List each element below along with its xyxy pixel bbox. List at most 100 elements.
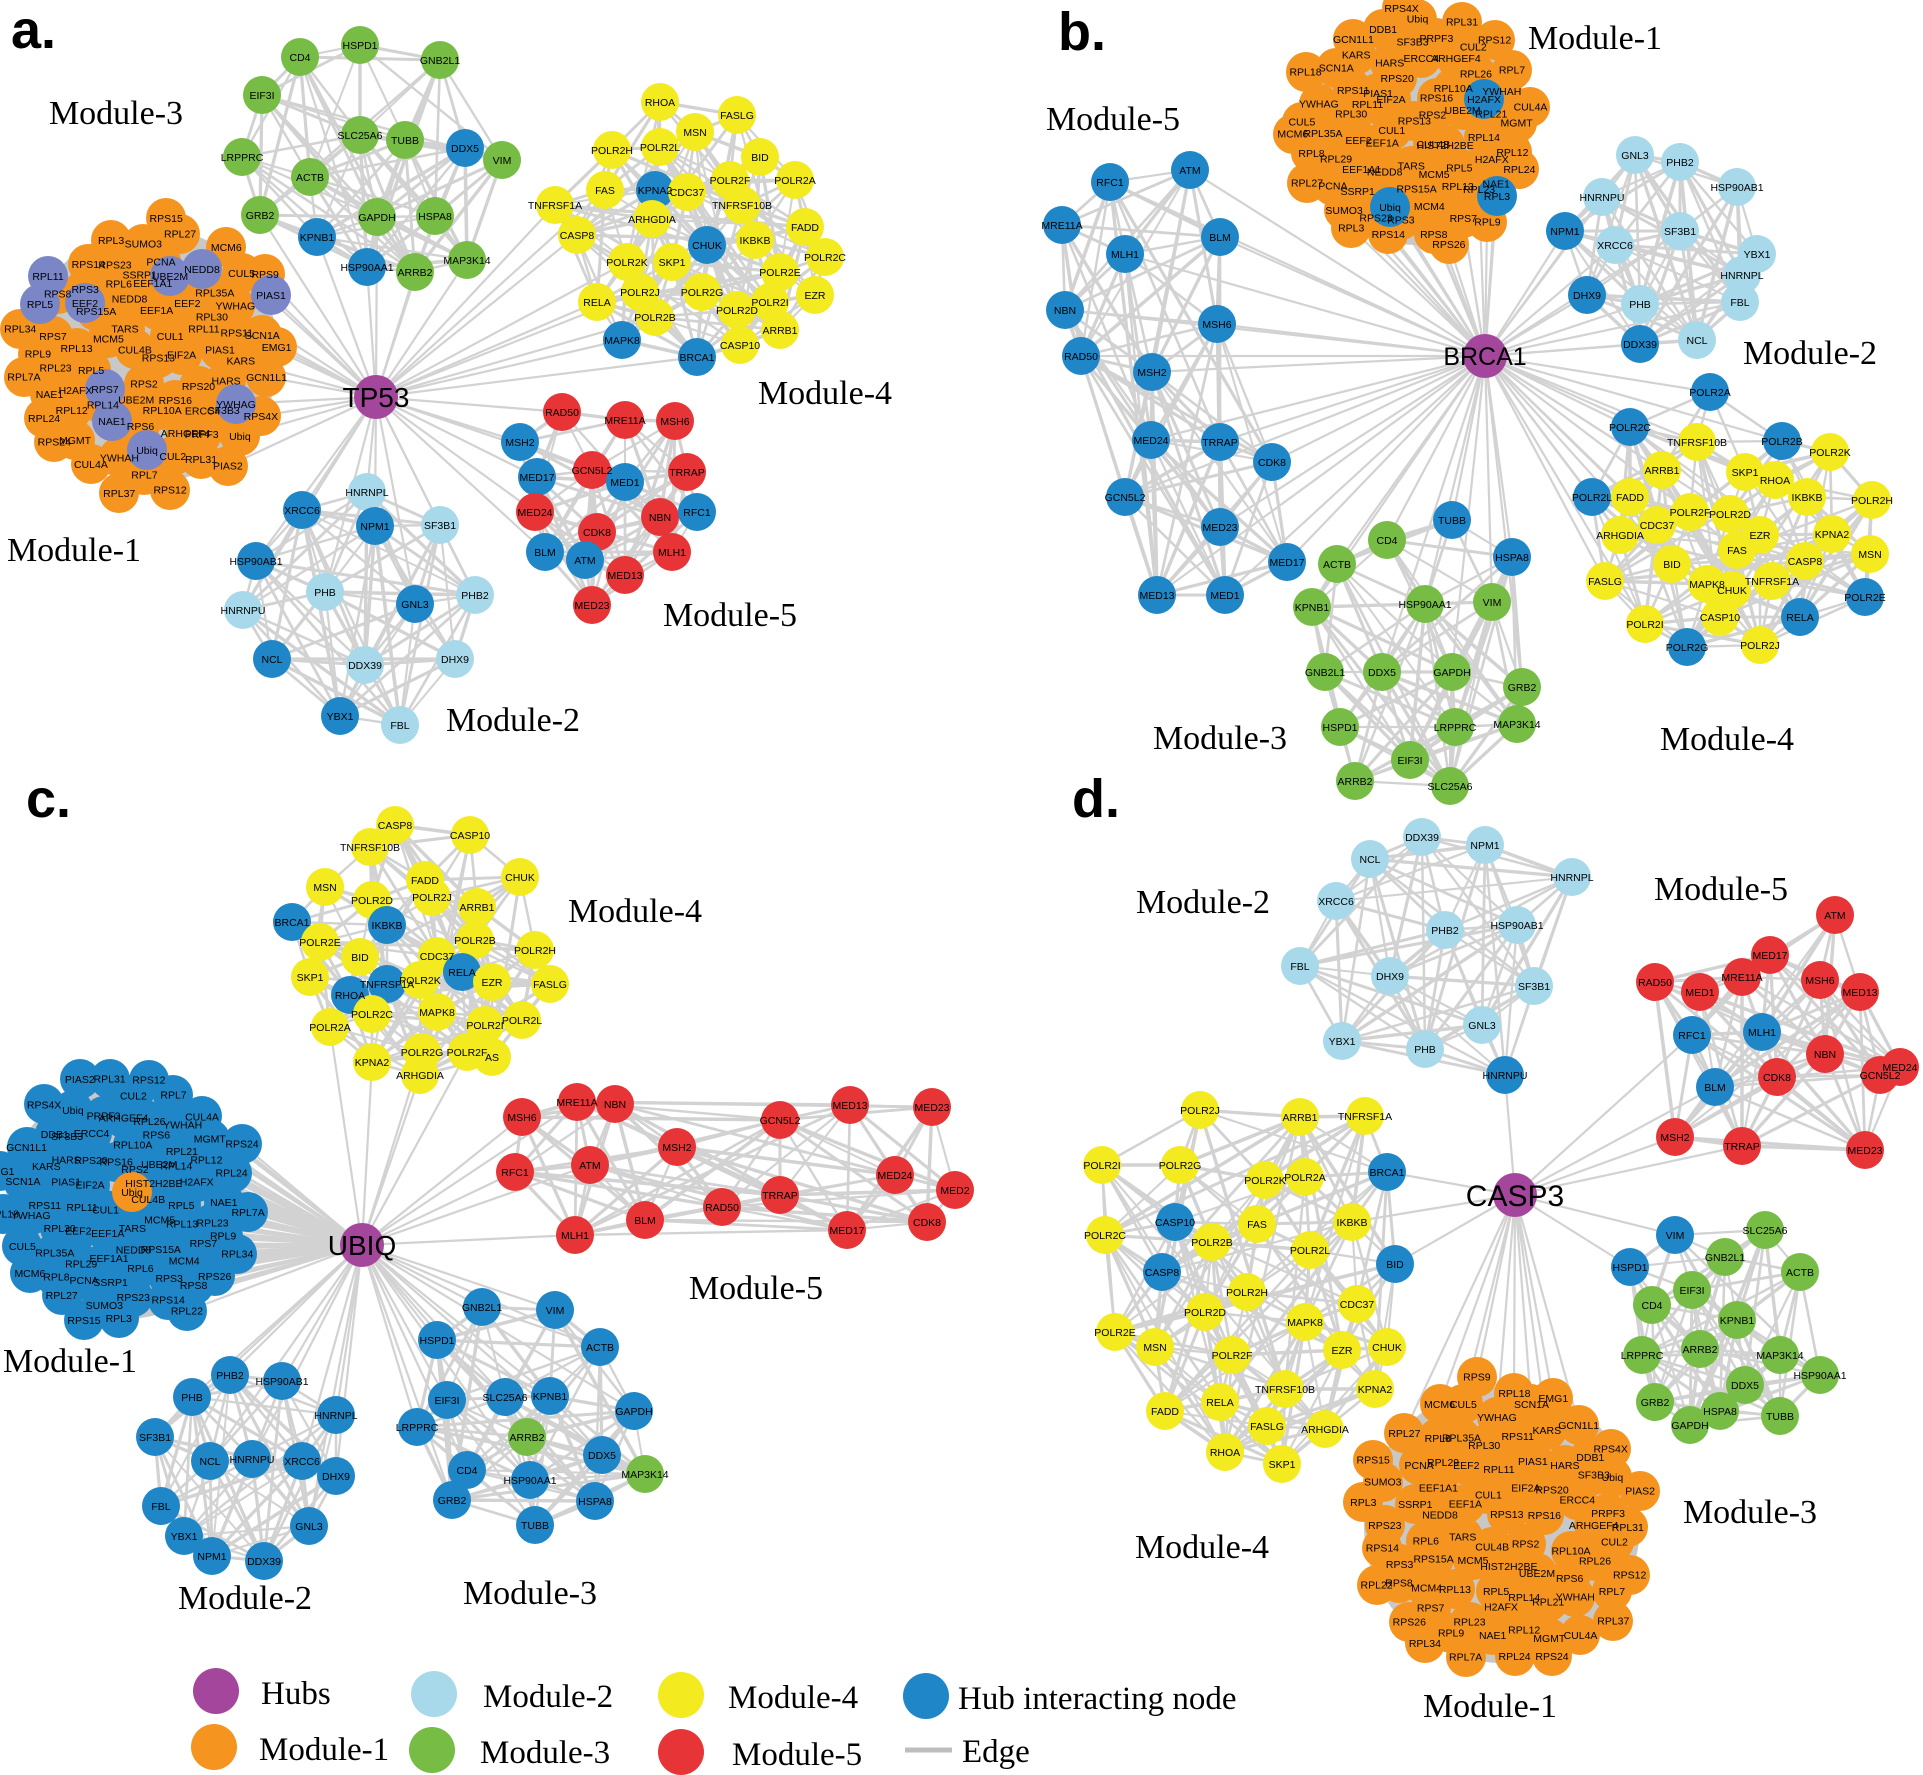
svg-text:POLR2H: POLR2H xyxy=(1226,1287,1268,1299)
svg-text:EEF2: EEF2 xyxy=(72,298,98,310)
svg-text:H2AFX: H2AFX xyxy=(1484,1602,1518,1614)
svg-text:RHOA: RHOA xyxy=(1210,1447,1240,1459)
svg-text:Edge: Edge xyxy=(962,1734,1030,1770)
svg-text:MED1: MED1 xyxy=(1685,987,1714,999)
svg-text:GNL3: GNL3 xyxy=(401,599,429,611)
svg-text:MGMT: MGMT xyxy=(59,435,92,447)
svg-text:YBX1: YBX1 xyxy=(1329,1036,1356,1048)
svg-text:HNRNPL: HNRNPL xyxy=(345,487,388,499)
svg-text:ACTB: ACTB xyxy=(1786,1267,1814,1279)
svg-text:PCNA: PCNA xyxy=(146,257,175,269)
svg-text:RPL26: RPL26 xyxy=(1579,1555,1611,1567)
svg-text:RPS12: RPS12 xyxy=(1478,35,1511,47)
svg-text:Ubiq: Ubiq xyxy=(1379,202,1401,214)
svg-text:MSH6: MSH6 xyxy=(1805,975,1834,987)
svg-text:NEDD8: NEDD8 xyxy=(1422,1510,1458,1522)
svg-text:POLR2B: POLR2B xyxy=(454,935,495,947)
svg-text:Module-5: Module-5 xyxy=(1046,101,1180,138)
svg-text:RPS26: RPS26 xyxy=(198,1271,231,1283)
svg-text:Module-2: Module-2 xyxy=(446,702,580,739)
svg-text:SLC25A6: SLC25A6 xyxy=(1428,781,1473,793)
svg-text:MSN: MSN xyxy=(683,127,706,139)
svg-text:TUBB: TUBB xyxy=(521,1520,549,1532)
svg-text:POLR2C: POLR2C xyxy=(804,252,846,264)
svg-text:POLR2J: POLR2J xyxy=(1740,640,1780,652)
svg-text:SSRP1: SSRP1 xyxy=(93,1277,128,1289)
svg-text:NBN: NBN xyxy=(604,1099,626,1111)
svg-text:HNRNPU: HNRNPU xyxy=(221,605,266,617)
svg-text:DHX9: DHX9 xyxy=(1573,290,1601,302)
svg-text:TNFRSF1A: TNFRSF1A xyxy=(1745,576,1799,588)
svg-text:HSPA8: HSPA8 xyxy=(578,1496,612,1508)
svg-text:RPL18: RPL18 xyxy=(1498,1388,1530,1400)
svg-text:TARS: TARS xyxy=(1398,161,1425,173)
svg-text:RPS2: RPS2 xyxy=(1512,1538,1540,1550)
svg-text:KPNA2: KPNA2 xyxy=(355,1057,390,1069)
svg-text:EMG1: EMG1 xyxy=(1538,1393,1568,1405)
svg-text:FADD: FADD xyxy=(1151,1406,1179,1418)
svg-text:RPS9: RPS9 xyxy=(1463,1372,1491,1384)
svg-text:ERCC4: ERCC4 xyxy=(1560,1495,1596,1507)
svg-text:RPS12: RPS12 xyxy=(153,485,186,497)
svg-text:NCL: NCL xyxy=(261,654,282,666)
svg-text:SKP1: SKP1 xyxy=(297,972,324,984)
svg-text:RPL7A: RPL7A xyxy=(231,1207,264,1219)
svg-text:MAP3K14: MAP3K14 xyxy=(1493,719,1540,731)
svg-text:RPL29: RPL29 xyxy=(65,1259,97,1271)
svg-text:DDX39: DDX39 xyxy=(1623,339,1657,351)
svg-text:RPL14: RPL14 xyxy=(160,1161,192,1173)
svg-text:RPL35A: RPL35A xyxy=(195,288,234,300)
svg-text:RPL35A: RPL35A xyxy=(1303,128,1342,140)
svg-text:RPS11: RPS11 xyxy=(1501,1431,1534,1443)
svg-text:ERCC4: ERCC4 xyxy=(74,1128,110,1140)
svg-text:MSH2: MSH2 xyxy=(1137,367,1166,379)
svg-text:MSN: MSN xyxy=(1858,549,1881,561)
svg-text:NPM1: NPM1 xyxy=(1550,226,1579,238)
svg-text:FASLG: FASLG xyxy=(533,979,567,991)
svg-text:YBX1: YBX1 xyxy=(1744,249,1771,261)
svg-text:RPL5: RPL5 xyxy=(1446,163,1472,175)
svg-text:RPS15: RPS15 xyxy=(67,1315,100,1327)
svg-text:XRCC6: XRCC6 xyxy=(284,1456,320,1468)
svg-text:RPS4X: RPS4X xyxy=(244,411,278,423)
svg-text:MED23: MED23 xyxy=(574,600,609,612)
svg-text:SCN1A: SCN1A xyxy=(1319,62,1354,74)
svg-text:Module-5: Module-5 xyxy=(732,1737,862,1773)
svg-text:CDK8: CDK8 xyxy=(583,527,611,539)
svg-text:MRE11A: MRE11A xyxy=(1721,972,1762,984)
svg-text:GCN5L2: GCN5L2 xyxy=(1860,1070,1901,1082)
svg-text:RPL13: RPL13 xyxy=(61,343,93,355)
svg-text:RPL37: RPL37 xyxy=(1597,1615,1629,1627)
svg-text:PRPF3: PRPF3 xyxy=(1419,33,1453,45)
svg-text:Module-2: Module-2 xyxy=(178,1580,312,1617)
svg-text:c.: c. xyxy=(26,769,71,829)
svg-text:Module-3: Module-3 xyxy=(49,95,183,132)
svg-text:SSRP1: SSRP1 xyxy=(1340,186,1375,198)
svg-text:BRCA1: BRCA1 xyxy=(679,352,714,364)
svg-text:RPL12: RPL12 xyxy=(56,405,88,417)
svg-text:EEF2: EEF2 xyxy=(174,298,200,310)
svg-text:ARRB2: ARRB2 xyxy=(1682,1344,1717,1356)
svg-text:RPS9: RPS9 xyxy=(251,269,279,281)
svg-text:POLR2D: POLR2D xyxy=(716,305,758,317)
svg-text:CUL2: CUL2 xyxy=(120,1091,147,1103)
svg-text:SF3B3: SF3B3 xyxy=(1578,1469,1610,1481)
svg-text:RPS6: RPS6 xyxy=(143,1130,171,1142)
svg-text:RELA: RELA xyxy=(583,297,610,309)
svg-text:RAD50: RAD50 xyxy=(1064,351,1098,363)
svg-text:RAD50: RAD50 xyxy=(1638,977,1672,989)
svg-text:GAPDH: GAPDH xyxy=(1671,1420,1708,1432)
svg-text:RPL31: RPL31 xyxy=(1612,1522,1644,1534)
svg-text:Module-4: Module-4 xyxy=(1660,721,1794,758)
svg-text:RPL11: RPL11 xyxy=(1352,99,1383,111)
svg-text:KPNA2: KPNA2 xyxy=(638,185,673,197)
svg-text:SUMO3: SUMO3 xyxy=(1325,205,1363,217)
svg-text:RPS12: RPS12 xyxy=(132,1075,165,1087)
svg-text:MED24: MED24 xyxy=(877,1170,912,1182)
svg-text:RPL10A: RPL10A xyxy=(113,1139,152,1151)
svg-text:FBL: FBL xyxy=(151,1501,170,1513)
svg-text:BID: BID xyxy=(1663,559,1681,571)
svg-text:CUL2: CUL2 xyxy=(1460,41,1487,53)
svg-text:MED13: MED13 xyxy=(607,570,642,582)
svg-text:MGMT: MGMT xyxy=(194,1134,227,1146)
